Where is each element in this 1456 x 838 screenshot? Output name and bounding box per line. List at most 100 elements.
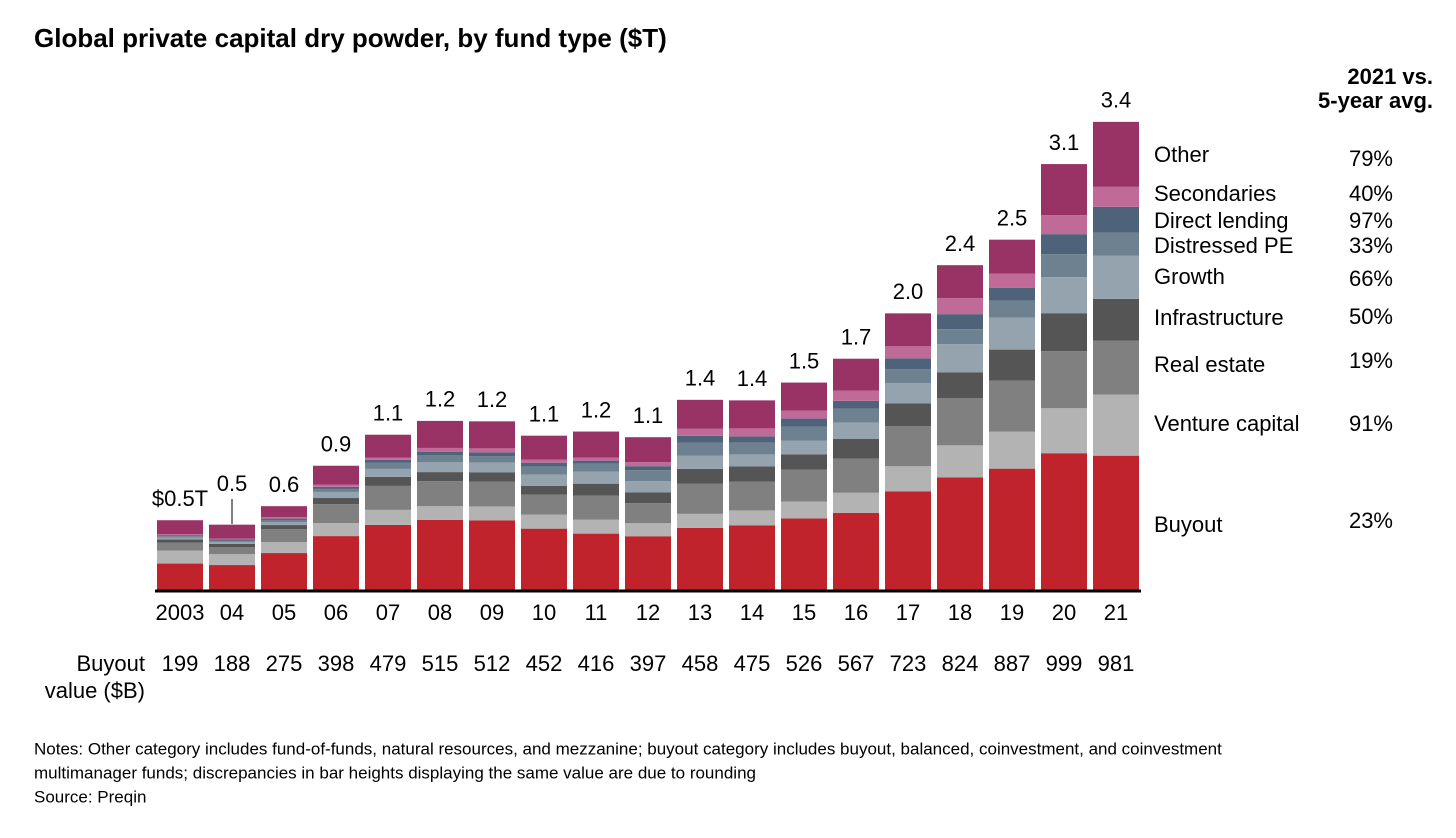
total-label: $0.5T [152, 486, 208, 511]
bar-segment [417, 451, 463, 455]
bar-segment [521, 466, 567, 475]
bar-segment [729, 428, 775, 437]
bar-segment [261, 529, 307, 543]
bar-segment [625, 470, 671, 482]
bar-segment [781, 440, 827, 455]
x-tick-label: 18 [948, 600, 972, 625]
bar-segment [989, 380, 1035, 432]
total-label: 1.4 [737, 366, 768, 391]
bar-segment [885, 491, 931, 591]
bar-segment [209, 543, 255, 547]
bar-segment [365, 459, 411, 463]
bar-segment [1041, 351, 1087, 409]
bar-segment [625, 503, 671, 524]
bar-segment [365, 462, 411, 469]
bar-segment [157, 520, 203, 535]
buyout-value: 526 [786, 651, 823, 676]
buyout-value: 824 [942, 651, 979, 676]
bar-segment [469, 452, 515, 457]
bar-segment [729, 481, 775, 511]
bar-segment [469, 506, 515, 521]
note: Notes: Other category includes fund-of-f… [34, 739, 1222, 758]
bar-segment [625, 462, 671, 467]
bar-segment [313, 498, 359, 505]
bar-segment [729, 442, 775, 455]
legend-label: Infrastructure [1154, 305, 1284, 330]
bar-segment [1041, 277, 1087, 314]
bar-segment [989, 349, 1035, 381]
x-tick-label: 08 [428, 600, 452, 625]
bar-segment [521, 435, 567, 460]
buyout-value: 515 [422, 651, 459, 676]
bar-segment [261, 517, 307, 519]
bar-segment [625, 466, 671, 471]
change-value: 79% [1349, 146, 1393, 171]
bar-segment [833, 390, 879, 401]
legend-label: Secondaries [1154, 181, 1276, 206]
x-tick-label: 13 [688, 600, 712, 625]
bar-segment [261, 506, 307, 518]
bar-segment [209, 524, 255, 539]
total-label: 1.1 [529, 401, 560, 426]
bar-segment [157, 539, 203, 543]
bar-segment [521, 514, 567, 529]
bar-segment [885, 346, 931, 359]
legend-label: Venture capital [1154, 411, 1300, 436]
bar-segment [313, 504, 359, 524]
bar-segment [261, 525, 307, 530]
bar-segment [365, 468, 411, 477]
legend-label: Other [1154, 142, 1209, 167]
bar-segment [781, 426, 827, 441]
bar-segment [573, 495, 619, 520]
buyout-value: 475 [734, 651, 771, 676]
bar-segment [573, 431, 619, 458]
buyout-value: 452 [526, 651, 563, 676]
bar-segment [469, 462, 515, 473]
buyout-value: 397 [630, 651, 667, 676]
bar-segment [833, 400, 879, 409]
bar-segment [729, 400, 775, 429]
bar-segment [677, 527, 723, 591]
bar-segment [625, 492, 671, 504]
bar-segment [833, 422, 879, 439]
buyout-value: 199 [162, 651, 199, 676]
bar-segment [261, 542, 307, 554]
bar-segment [521, 462, 567, 467]
x-tick-label: 17 [896, 600, 920, 625]
bar-segment [209, 541, 255, 544]
bar-segment [521, 485, 567, 495]
bar-segment [781, 501, 827, 519]
bar-segment [1041, 164, 1087, 216]
bar-segment [729, 525, 775, 591]
bar-segment [417, 481, 463, 507]
bar-segment [261, 518, 307, 520]
x-tick-label: 21 [1104, 600, 1128, 625]
bar-segment [365, 509, 411, 525]
bar-segment [1093, 340, 1139, 395]
buyout-value: 275 [266, 651, 303, 676]
bar-segment [781, 469, 827, 502]
bar-segment [781, 382, 827, 411]
total-label: 1.7 [841, 325, 872, 350]
bar-segment [313, 465, 359, 485]
change-value: 97% [1349, 208, 1393, 233]
bar-segment [573, 533, 619, 591]
buyout-value: 999 [1046, 651, 1083, 676]
bar-segment [885, 426, 931, 467]
bar-segment [157, 563, 203, 591]
bar-segment [937, 314, 983, 330]
note: multimanager funds; discrepancies in bar… [34, 763, 756, 782]
bar-segment [989, 468, 1035, 591]
total-label: 0.9 [321, 432, 352, 457]
bar-segment [1093, 121, 1139, 187]
bar-segment [833, 492, 879, 513]
bar-segment [729, 510, 775, 526]
bar-segment [833, 408, 879, 423]
bar-segment [573, 483, 619, 496]
change-value: 19% [1349, 348, 1393, 373]
x-tick-label: 16 [844, 600, 868, 625]
change-value: 23% [1349, 508, 1393, 533]
change-value: 40% [1349, 181, 1393, 206]
bar-segment [937, 298, 983, 315]
